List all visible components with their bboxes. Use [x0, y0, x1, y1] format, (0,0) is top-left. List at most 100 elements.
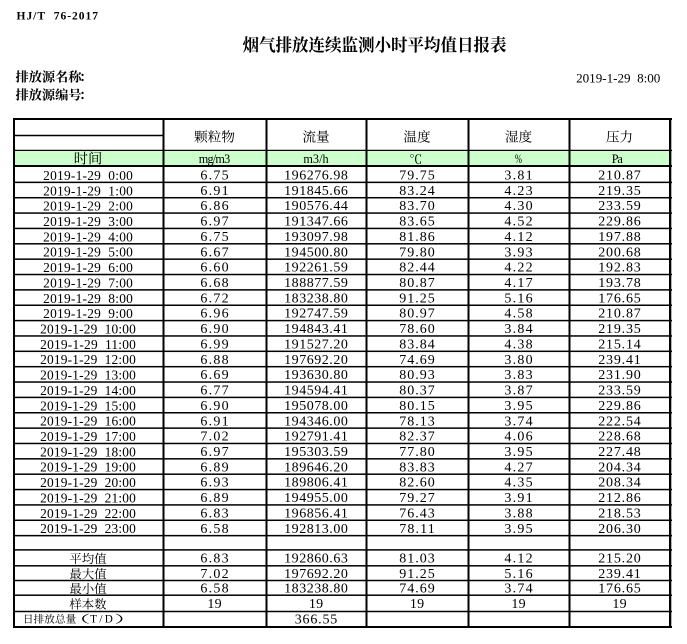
svg-text:2019-1-29 9:00: 2019-1-29 9:00 — [43, 306, 133, 321]
svg-text:191845.66: 191845.66 — [284, 184, 348, 199]
svg-text:80.15: 80.15 — [399, 399, 434, 414]
svg-text:6.89: 6.89 — [200, 491, 228, 506]
svg-text:78.11: 78.11 — [399, 522, 434, 537]
svg-text:3.87: 3.87 — [504, 384, 532, 399]
svg-text:80.37: 80.37 — [399, 384, 434, 399]
svg-text:233.59: 233.59 — [598, 384, 640, 399]
svg-text:212.86: 212.86 — [598, 491, 640, 506]
svg-text:176.65: 176.65 — [598, 582, 640, 597]
svg-text:91.25: 91.25 — [399, 291, 434, 306]
svg-text:19: 19 — [612, 597, 626, 612]
svg-text:6.93: 6.93 — [200, 476, 228, 491]
svg-text:197692.20: 197692.20 — [284, 567, 348, 582]
svg-text:2019-1-29 19:00: 2019-1-29 19:00 — [40, 460, 136, 475]
svg-text:6.68: 6.68 — [200, 276, 228, 291]
svg-text:196856.41: 196856.41 — [284, 506, 348, 521]
svg-text:3.95: 3.95 — [504, 399, 532, 414]
svg-text:4.30: 4.30 — [504, 199, 532, 214]
svg-text:200.68: 200.68 — [598, 245, 640, 260]
svg-text:6.75: 6.75 — [200, 169, 228, 184]
svg-text:4.35: 4.35 — [504, 476, 532, 491]
svg-text:2019-1-29 20:00: 2019-1-29 20:00 — [40, 475, 136, 490]
svg-text:79.80: 79.80 — [399, 245, 434, 260]
svg-text:4.58: 4.58 — [504, 307, 532, 322]
svg-text:2019-1-29 8:00: 2019-1-29 8:00 — [576, 71, 661, 86]
svg-text:7.02: 7.02 — [200, 567, 228, 582]
svg-text:5.16: 5.16 — [504, 291, 532, 306]
svg-text:74.69: 74.69 — [399, 582, 434, 597]
svg-text:3.88: 3.88 — [504, 506, 532, 521]
svg-text:5.16: 5.16 — [504, 567, 532, 582]
svg-text:Pa: Pa — [612, 152, 624, 166]
svg-text:215.20: 215.20 — [598, 552, 640, 567]
svg-text:192860.63: 192860.63 — [284, 552, 348, 567]
svg-text:197692.20: 197692.20 — [284, 353, 348, 368]
svg-text:6.88: 6.88 — [200, 353, 228, 368]
svg-text:76.43: 76.43 — [399, 506, 434, 521]
svg-text:195303.59: 195303.59 — [284, 445, 348, 460]
svg-text:176.65: 176.65 — [598, 291, 640, 306]
svg-text:83.84: 83.84 — [399, 337, 434, 352]
svg-text:6.83: 6.83 — [200, 552, 228, 567]
svg-text:189806.41: 189806.41 — [284, 476, 348, 491]
svg-text:83.83: 83.83 — [399, 460, 434, 475]
svg-text:208.34: 208.34 — [598, 476, 640, 491]
svg-text:mg/m3: mg/m3 — [199, 152, 231, 166]
svg-text:2019-1-29 14:00: 2019-1-29 14:00 — [40, 383, 136, 398]
svg-text:79.27: 79.27 — [399, 491, 434, 506]
svg-text:3.84: 3.84 — [504, 322, 532, 337]
svg-text:82.44: 82.44 — [399, 261, 434, 276]
svg-text:78.13: 78.13 — [399, 414, 434, 429]
svg-text:78.60: 78.60 — [399, 322, 434, 337]
svg-text:4.23: 4.23 — [504, 184, 532, 199]
svg-text:3.74: 3.74 — [504, 414, 532, 429]
svg-text:192261.59: 192261.59 — [284, 261, 348, 276]
svg-text:206.30: 206.30 — [598, 522, 640, 537]
svg-text:83.65: 83.65 — [399, 215, 434, 230]
svg-text:19: 19 — [410, 597, 424, 612]
svg-text:210.87: 210.87 — [598, 169, 640, 184]
svg-text:3.74: 3.74 — [504, 582, 532, 597]
svg-text:6.67: 6.67 — [200, 245, 228, 260]
svg-text:183238.80: 183238.80 — [284, 291, 348, 306]
svg-text:4.22: 4.22 — [504, 261, 532, 276]
svg-text:229.86: 229.86 — [598, 215, 640, 230]
svg-text:4.12: 4.12 — [504, 230, 532, 245]
svg-text:80.97: 80.97 — [399, 307, 434, 322]
svg-text:189646.20: 189646.20 — [284, 460, 348, 475]
svg-text:6.89: 6.89 — [200, 460, 228, 475]
svg-text:%: % — [515, 154, 522, 167]
svg-text:194594.41: 194594.41 — [284, 384, 348, 399]
svg-text:239.41: 239.41 — [598, 353, 640, 368]
svg-text:80.87: 80.87 — [399, 276, 434, 291]
svg-text:77.80: 77.80 — [399, 445, 434, 460]
svg-text:191347.66: 191347.66 — [284, 215, 348, 230]
svg-text:2019-1-29 21:00: 2019-1-29 21:00 — [40, 490, 136, 505]
svg-text:3.95: 3.95 — [504, 522, 532, 537]
svg-text:2019-1-29 11:00: 2019-1-29 11:00 — [40, 337, 136, 352]
svg-text:83.70: 83.70 — [399, 199, 434, 214]
svg-text:222.54: 222.54 — [598, 414, 640, 429]
svg-text:80.93: 80.93 — [399, 368, 434, 383]
svg-text:227.48: 227.48 — [598, 445, 640, 460]
svg-text:3.95: 3.95 — [504, 445, 532, 460]
svg-text:19: 19 — [207, 597, 221, 612]
svg-text:3.93: 3.93 — [504, 245, 532, 260]
svg-text:3.83: 3.83 — [504, 368, 532, 383]
svg-text:74.69: 74.69 — [399, 353, 434, 368]
svg-text:195078.00: 195078.00 — [284, 399, 348, 414]
svg-text:3.81: 3.81 — [504, 169, 532, 184]
svg-text:239.41: 239.41 — [598, 567, 640, 582]
svg-text:6.58: 6.58 — [200, 582, 228, 597]
svg-text:219.35: 219.35 — [598, 184, 640, 199]
svg-text:188877.59: 188877.59 — [284, 276, 348, 291]
svg-text:231.90: 231.90 — [598, 368, 640, 383]
svg-text:194955.00: 194955.00 — [284, 491, 348, 506]
svg-text:218.53: 218.53 — [598, 506, 640, 521]
svg-text:192813.00: 192813.00 — [284, 522, 348, 537]
svg-text:3.80: 3.80 — [504, 353, 532, 368]
svg-text:81.03: 81.03 — [399, 552, 434, 567]
svg-text:2019-1-29 5:00: 2019-1-29 5:00 — [43, 245, 133, 260]
svg-text:4.17: 4.17 — [504, 276, 532, 291]
svg-text:4.27: 4.27 — [504, 460, 532, 475]
